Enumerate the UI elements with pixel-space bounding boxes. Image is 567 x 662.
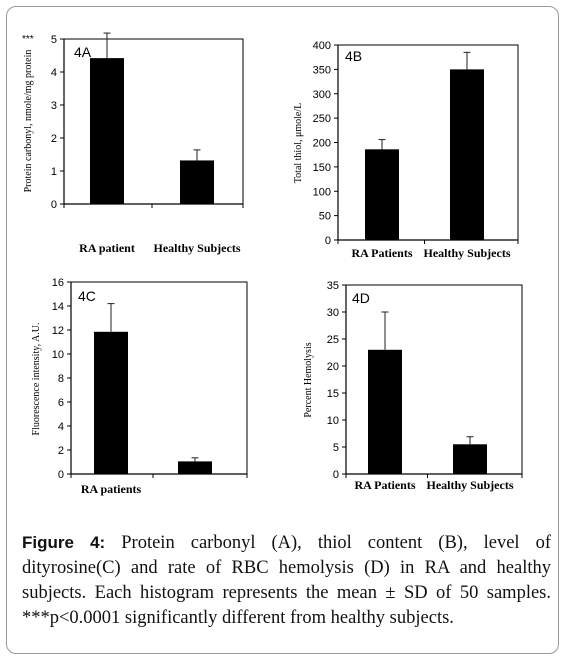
y-tick-label: 8: [58, 373, 64, 385]
bar: [90, 58, 124, 204]
chart-panel-b: 0 50 100 150 200 250 300 350 400 Total thiol, μmo…: [293, 40, 519, 260]
panel-label: 4D: [352, 290, 370, 306]
chart-panel-c: 0 2 4 6 8 10 12 14 16 Fluorescence intensity, A.U…: [31, 277, 248, 496]
x-category-label: RA patient: [79, 241, 135, 255]
bar: [453, 444, 487, 474]
y-tick-label: 16: [52, 277, 64, 289]
y-tick-label: 5: [333, 442, 339, 454]
y-axis-label: Total thiol, μmole/L: [293, 103, 304, 183]
x-category-label: Healthy Subjects: [424, 246, 511, 260]
y-axis-label: Percent Hemolysis: [303, 342, 314, 417]
y-tick-label: 35: [327, 280, 339, 292]
x-category-label: RA patients: [81, 482, 142, 496]
y-tick-label: 300: [313, 89, 331, 101]
bar: [94, 331, 128, 474]
y-axis-label: Protein carbonyl, nmole/mg protein: [23, 50, 34, 193]
y-tick-label: 0: [51, 199, 57, 211]
y-tick-label: 250: [313, 113, 331, 125]
significance-marker: ***: [114, 331, 126, 342]
x-category-label: Healthy Subjects: [427, 478, 514, 492]
y-tick-label: 15: [327, 388, 339, 400]
x-category-label: RA Patients: [355, 478, 416, 492]
y-tick-label: 30: [327, 307, 339, 319]
panel-label: 4C: [78, 288, 96, 304]
y-tick-label: 4: [58, 421, 64, 433]
caption-separator: :: [99, 533, 106, 552]
bar: [368, 349, 402, 474]
y-tick-label: 10: [52, 349, 64, 361]
x-category-label: Healthy Subjects: [154, 241, 241, 255]
bar: [450, 69, 484, 240]
caption-label: Figure 4: [22, 533, 100, 552]
y-tick-label: 0: [333, 469, 339, 481]
significance-marker: ***: [110, 57, 122, 68]
y-tick-label: 50: [319, 211, 331, 223]
y-tick-label: 1: [51, 166, 57, 178]
figure-caption: Figure 4: Protein carbonyl (A), thiol co…: [22, 530, 551, 631]
significance-marker: ***: [388, 349, 400, 360]
corner-note: ***: [22, 34, 34, 45]
y-tick-label: 400: [313, 40, 331, 52]
y-tick-label: 14: [52, 301, 64, 313]
bar: [365, 149, 399, 240]
caption-text: Protein carbonyl (A), thiol content (B),…: [22, 533, 552, 628]
y-tick-label: 200: [313, 138, 331, 150]
y-tick-label: 20: [327, 361, 339, 373]
y-tick-label: 350: [313, 64, 331, 76]
y-tick-label: 5: [51, 34, 57, 46]
y-tick-label: 150: [313, 162, 331, 174]
y-tick-label: 2: [51, 133, 57, 145]
y-tick-label: 12: [52, 325, 64, 337]
y-tick-label: 6: [58, 397, 64, 409]
bar: [180, 160, 214, 204]
y-tick-label: 10: [327, 415, 339, 427]
y-tick-label: 25: [327, 334, 339, 346]
x-category-label: RA Patients: [352, 246, 413, 260]
panel-label: 4B: [345, 48, 362, 64]
y-tick-label: 100: [313, 186, 331, 198]
chart-panel-d: 0 5 10 15 20 25 30 35 Percent Hemolysis 4D *** RA P…: [303, 280, 523, 492]
y-tick-label: 0: [58, 469, 64, 481]
panel-label: 4A: [74, 44, 92, 60]
significance-marker: ***: [385, 148, 397, 159]
y-tick-label: 2: [58, 445, 64, 457]
y-tick-label: 3: [51, 100, 57, 112]
bar: [178, 461, 212, 474]
y-tick-label: 0: [325, 235, 331, 247]
chart-panel-a: 0 1 2 3 4 5 Protein carbonyl, nmole/mg protein…: [22, 32, 244, 255]
y-tick-label: 4: [51, 67, 57, 79]
y-axis-label: Fluorescence intensity, A.U.: [31, 323, 42, 436]
